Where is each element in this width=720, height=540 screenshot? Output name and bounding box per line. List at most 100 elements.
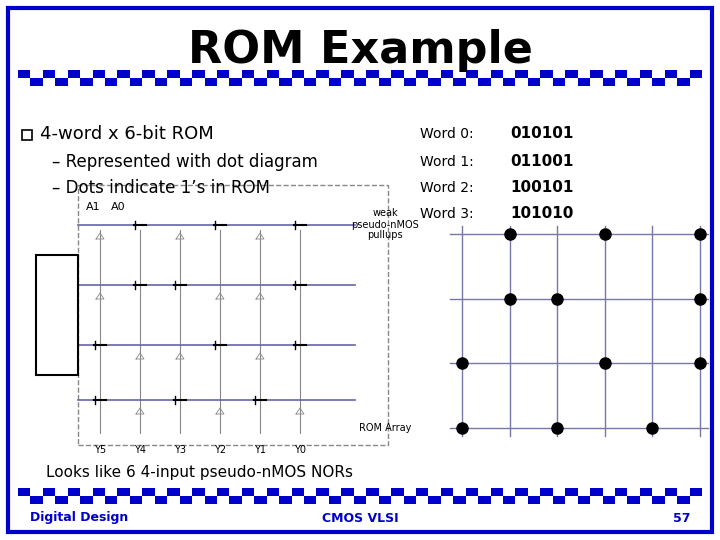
Bar — [93, 496, 105, 504]
Text: 57: 57 — [672, 511, 690, 524]
Bar — [640, 78, 652, 86]
Text: Word 2:: Word 2: — [420, 181, 482, 195]
Text: Y5: Y5 — [94, 445, 106, 455]
Text: – Dots indicate 1’s in ROM: – Dots indicate 1’s in ROM — [52, 179, 270, 197]
Bar — [242, 78, 254, 86]
Bar — [627, 488, 640, 496]
Bar — [354, 70, 366, 78]
Text: Y3: Y3 — [174, 445, 186, 455]
Bar — [466, 78, 478, 86]
Text: 2:4: 2:4 — [47, 295, 67, 306]
Bar — [43, 496, 55, 504]
Text: Y4: Y4 — [134, 445, 146, 455]
Bar — [391, 78, 403, 86]
Bar — [466, 496, 478, 504]
Bar — [454, 70, 466, 78]
Text: Y1: Y1 — [254, 445, 266, 455]
Bar — [80, 70, 93, 78]
Bar — [341, 78, 354, 86]
Bar — [416, 78, 428, 86]
Bar — [690, 78, 702, 86]
Bar — [130, 70, 143, 78]
Bar — [528, 488, 540, 496]
Bar — [490, 78, 503, 86]
Bar — [577, 70, 590, 78]
Text: Word 1:: Word 1: — [420, 155, 482, 169]
Bar — [155, 488, 167, 496]
Bar — [78, 185, 388, 445]
Bar — [516, 496, 528, 504]
Text: Y2: Y2 — [214, 445, 226, 455]
Bar — [304, 70, 317, 78]
Bar — [217, 78, 230, 86]
Bar — [30, 488, 43, 496]
Bar — [565, 496, 577, 504]
Bar — [652, 70, 665, 78]
Bar — [30, 70, 43, 78]
Bar — [379, 70, 391, 78]
Bar — [317, 78, 329, 86]
Bar — [105, 70, 117, 78]
Bar — [192, 496, 204, 504]
Bar — [565, 78, 577, 86]
Text: pseudo-nMOS: pseudo-nMOS — [351, 220, 419, 230]
Bar — [553, 488, 565, 496]
Text: Looks like 6 4-input pseudo-nMOS NORs: Looks like 6 4-input pseudo-nMOS NORs — [47, 464, 354, 480]
Bar — [279, 488, 292, 496]
Bar — [603, 488, 615, 496]
Bar — [279, 70, 292, 78]
Bar — [540, 78, 553, 86]
Bar — [478, 488, 490, 496]
Bar — [68, 78, 80, 86]
Bar — [677, 70, 690, 78]
Bar — [366, 496, 379, 504]
Text: Word 3:: Word 3: — [420, 207, 482, 221]
Bar — [242, 496, 254, 504]
Bar — [192, 78, 204, 86]
Bar — [22, 130, 32, 140]
Bar — [341, 496, 354, 504]
Bar — [366, 78, 379, 86]
Bar — [590, 496, 603, 504]
Bar — [55, 70, 68, 78]
Bar — [528, 70, 540, 78]
Bar — [204, 488, 217, 496]
Bar — [428, 488, 441, 496]
Bar — [640, 496, 652, 504]
Bar — [130, 488, 143, 496]
Text: DEC: DEC — [45, 325, 70, 334]
Bar — [105, 488, 117, 496]
Bar — [292, 78, 304, 86]
Bar — [143, 496, 155, 504]
Bar — [516, 78, 528, 86]
Text: 4-word x 6-bit ROM: 4-word x 6-bit ROM — [40, 125, 214, 143]
Text: ROM Example: ROM Example — [188, 29, 532, 71]
Text: 101010: 101010 — [510, 206, 573, 221]
Bar — [292, 496, 304, 504]
Bar — [180, 70, 192, 78]
Bar — [379, 488, 391, 496]
Bar — [254, 70, 266, 78]
Bar — [540, 496, 553, 504]
Bar — [329, 488, 341, 496]
Bar — [304, 488, 317, 496]
Bar — [428, 70, 441, 78]
Bar — [266, 496, 279, 504]
Bar — [615, 496, 627, 504]
Bar — [143, 78, 155, 86]
Bar — [354, 488, 366, 496]
Bar — [503, 70, 516, 78]
Bar — [167, 78, 180, 86]
Bar — [254, 488, 266, 496]
Text: – Represented with dot diagram: – Represented with dot diagram — [52, 153, 318, 171]
Bar — [204, 70, 217, 78]
Bar — [55, 488, 68, 496]
Bar — [665, 496, 677, 504]
Bar — [441, 78, 454, 86]
Bar — [230, 488, 242, 496]
Bar — [416, 496, 428, 504]
Text: pullups: pullups — [367, 230, 402, 240]
Bar — [80, 488, 93, 496]
Bar — [441, 496, 454, 504]
Text: 100101: 100101 — [510, 180, 573, 195]
